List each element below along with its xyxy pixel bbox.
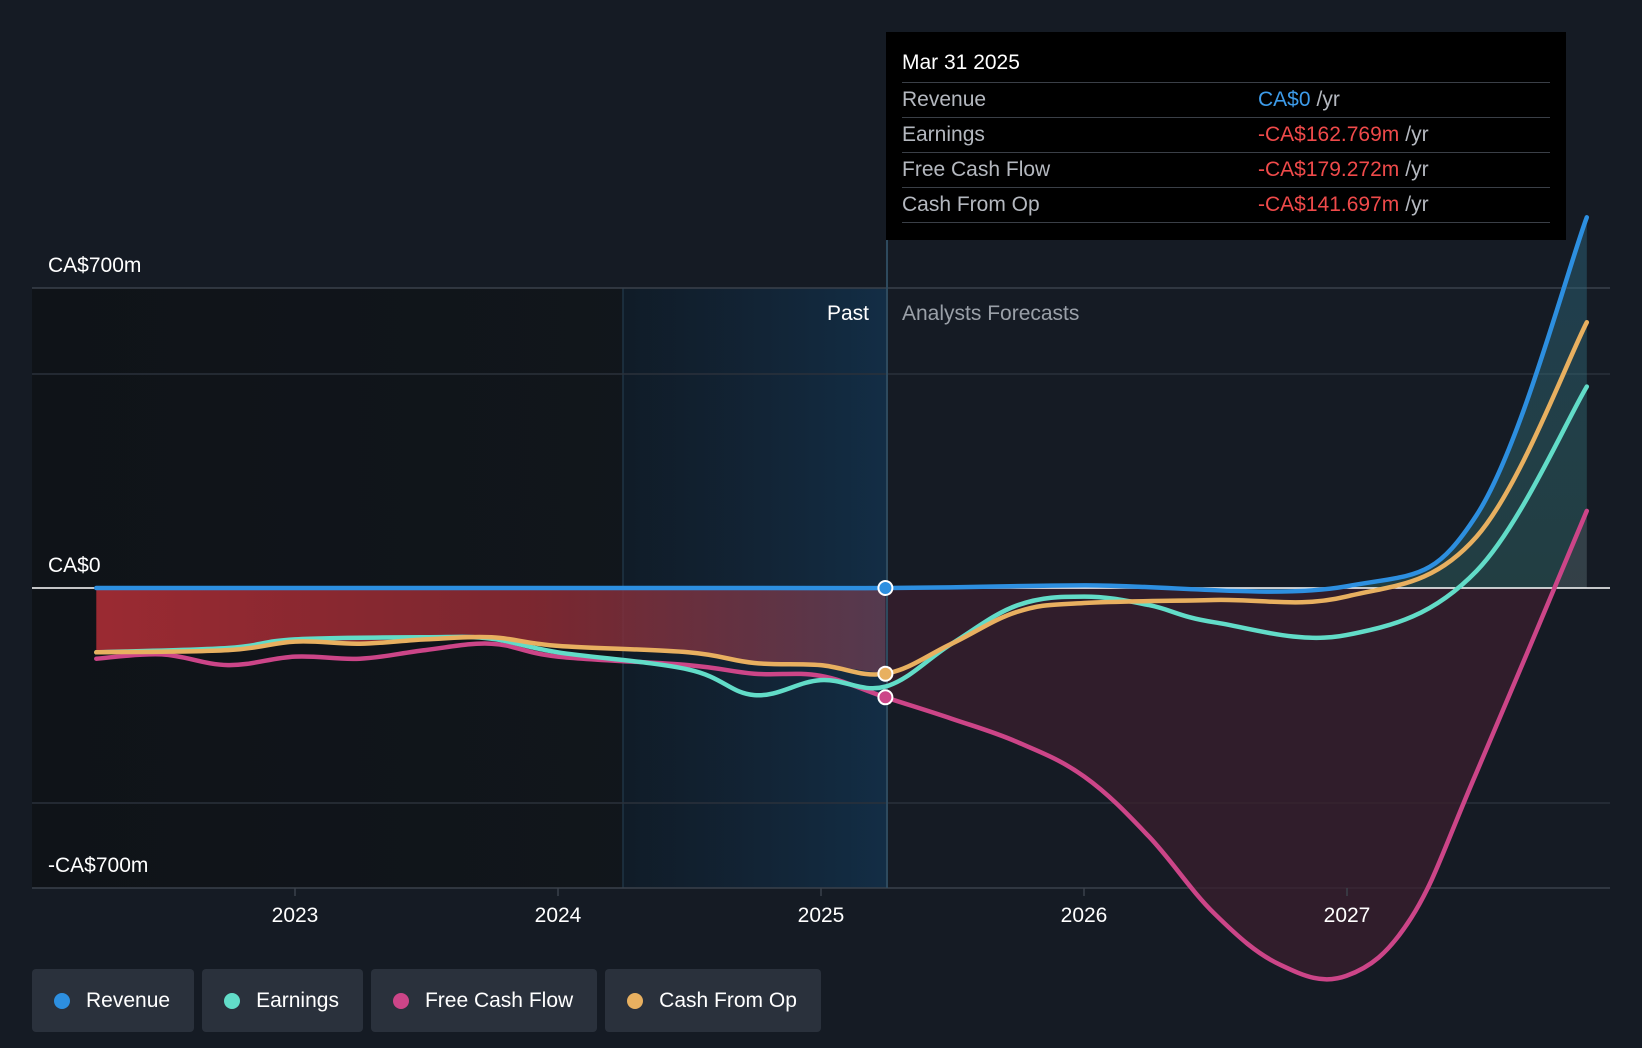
series-line-revenue bbox=[94, 215, 1590, 594]
marker-cash-from-op bbox=[877, 665, 894, 682]
legend-item-free-cash-flow[interactable]: Free Cash Flow bbox=[370, 969, 598, 1032]
tooltip-row-cash-from-op: Cash From Op -CA$141.697m /yr bbox=[902, 188, 1550, 223]
tooltip-date: Mar 31 2025 bbox=[902, 46, 1550, 83]
tooltip-row-revenue: Revenue CA$0 /yr bbox=[902, 83, 1550, 118]
marker-revenue bbox=[877, 580, 894, 596]
legend-label: Earnings bbox=[256, 988, 339, 1012]
legend: Revenue Earnings Free Cash Flow Cash Fro… bbox=[32, 969, 821, 1032]
tooltip-label: Free Cash Flow bbox=[902, 158, 1051, 181]
tooltip-unit: /yr bbox=[1405, 193, 1429, 216]
tooltip-label: Revenue bbox=[902, 88, 987, 111]
tooltip-unit: /yr bbox=[1316, 88, 1340, 111]
past-label: Past bbox=[827, 302, 869, 325]
x-axis-ticks: 2023 2024 2025 2026 2027 bbox=[272, 888, 1371, 927]
legend-dot-icon bbox=[392, 992, 409, 1009]
tooltip-value: CA$0 bbox=[1258, 88, 1311, 111]
y-label-zero: CA$0 bbox=[48, 554, 101, 577]
legend-label: Free Cash Flow bbox=[424, 988, 574, 1012]
series-line-earnings bbox=[94, 384, 1590, 698]
y-label-top: CA$700m bbox=[48, 254, 141, 277]
legend-item-cash-from-op[interactable]: Cash From Op bbox=[605, 969, 821, 1032]
x-tick-label: 2025 bbox=[798, 904, 845, 927]
x-tick-label: 2026 bbox=[1061, 904, 1108, 927]
tooltip-unit: /yr bbox=[1405, 158, 1429, 181]
tooltip-value: -CA$162.769m bbox=[1258, 123, 1400, 146]
legend-dot-icon bbox=[224, 992, 241, 1009]
tooltip-row-earnings: Earnings -CA$162.769m /yr bbox=[902, 118, 1550, 153]
forecast-negative-area bbox=[885, 510, 1587, 980]
tooltip-value: -CA$179.272m bbox=[1258, 158, 1400, 181]
legend-label: Revenue bbox=[86, 988, 171, 1012]
x-tick-label: 2027 bbox=[1324, 904, 1371, 927]
legend-dot-icon bbox=[627, 992, 644, 1009]
legend-item-revenue[interactable]: Revenue bbox=[32, 969, 195, 1032]
tooltip-label: Earnings bbox=[902, 123, 985, 146]
tooltip-value: -CA$141.697m bbox=[1258, 193, 1400, 216]
legend-label: Cash From Op bbox=[659, 988, 797, 1012]
forecast-positive-area bbox=[885, 217, 1587, 592]
x-tick-label: 2024 bbox=[535, 904, 582, 927]
x-tick-label: 2023 bbox=[272, 904, 319, 927]
y-label-bottom: -CA$700m bbox=[48, 854, 148, 877]
marker-free-cash-flow bbox=[877, 689, 894, 706]
tooltip-unit: /yr bbox=[1405, 123, 1429, 146]
series-line-cash-from-op bbox=[94, 320, 1590, 677]
forecast-label: Analysts Forecasts bbox=[902, 302, 1079, 325]
legend-item-earnings[interactable]: Earnings bbox=[202, 969, 363, 1032]
hover-markers bbox=[877, 580, 894, 706]
tooltip: Mar 31 2025 Revenue CA$0 /yr Earnings -C… bbox=[886, 32, 1566, 240]
legend-dot-icon bbox=[54, 992, 70, 1009]
tooltip-row-free-cash-flow: Free Cash Flow -CA$179.272m /yr bbox=[902, 153, 1550, 188]
tooltip-label: Cash From Op bbox=[902, 193, 1040, 216]
